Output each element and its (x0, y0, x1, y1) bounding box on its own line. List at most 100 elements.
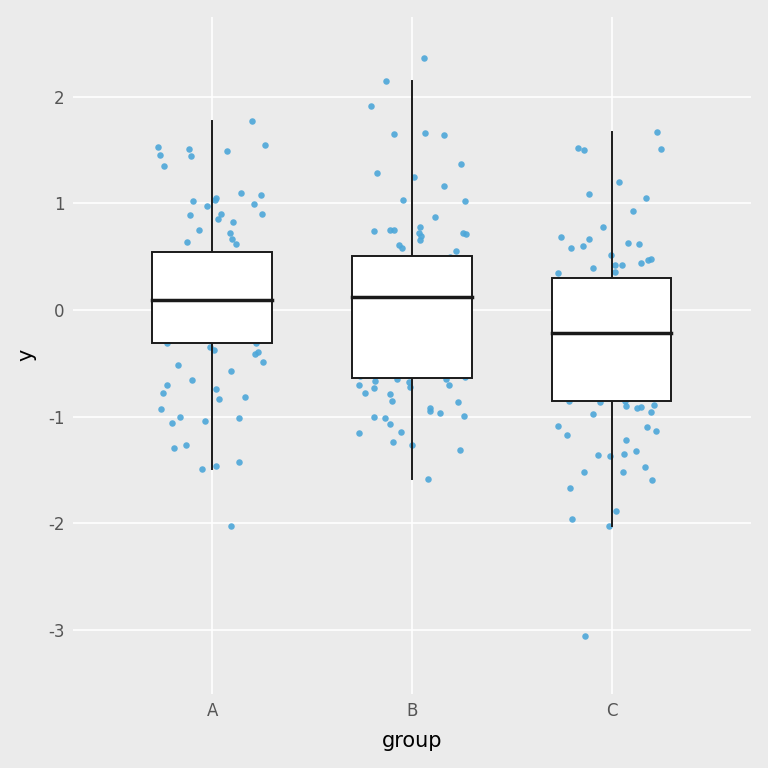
Point (460, 227, 472, 240)
Point (427, 301, 439, 313)
Point (210, 191, 222, 204)
Point (603, 519, 615, 531)
Point (616, 259, 628, 271)
X-axis label: group: group (382, 731, 442, 751)
Point (447, 344, 459, 356)
Point (260, 251, 273, 263)
Point (352, 256, 364, 268)
Point (261, 273, 273, 285)
Point (620, 400, 632, 412)
Point (355, 271, 367, 283)
Point (574, 294, 586, 306)
Point (643, 310, 655, 323)
Point (650, 425, 662, 437)
Point (648, 399, 660, 411)
Point (241, 332, 253, 344)
Point (394, 336, 406, 349)
Point (587, 262, 599, 274)
Point (588, 346, 600, 359)
Point (645, 392, 657, 405)
Point (195, 265, 207, 277)
Point (368, 382, 380, 394)
Point (233, 412, 245, 424)
Point (249, 303, 261, 316)
Point (642, 254, 654, 266)
Point (354, 369, 366, 382)
Point (221, 144, 233, 157)
Point (461, 255, 473, 267)
Point (388, 283, 400, 295)
Point (644, 290, 656, 303)
Point (609, 259, 621, 271)
Point (435, 278, 447, 290)
Point (174, 325, 186, 337)
Point (631, 379, 644, 391)
Point (454, 444, 466, 456)
Point (566, 332, 578, 344)
Point (155, 403, 167, 415)
Point (197, 286, 210, 298)
Point (228, 282, 240, 294)
Point (561, 429, 573, 441)
Point (250, 337, 263, 349)
Point (233, 456, 245, 468)
Point (423, 261, 435, 273)
Point (399, 293, 412, 305)
Point (353, 379, 366, 391)
Point (389, 223, 401, 236)
Point (612, 366, 624, 379)
Point (636, 341, 648, 353)
Point (594, 396, 606, 408)
Point (452, 316, 464, 328)
Point (209, 310, 221, 323)
Point (174, 411, 186, 423)
Point (408, 319, 420, 331)
Point (187, 283, 200, 296)
Point (424, 405, 436, 417)
Point (444, 267, 456, 280)
Point (405, 262, 417, 274)
Point (577, 240, 589, 253)
Point (356, 360, 368, 372)
Point (439, 372, 452, 385)
Point (654, 142, 667, 154)
Point (186, 374, 198, 386)
Point (638, 330, 650, 343)
Point (413, 221, 425, 233)
Point (166, 416, 178, 429)
Point (597, 364, 609, 376)
Point (634, 257, 647, 270)
Point (578, 144, 590, 156)
Point (426, 349, 439, 362)
Point (657, 318, 669, 330)
Point (219, 310, 231, 322)
Point (212, 213, 224, 225)
Point (174, 317, 186, 329)
Point (199, 415, 211, 428)
Point (213, 393, 225, 406)
Point (640, 192, 652, 204)
Point (442, 379, 455, 392)
Point (402, 376, 415, 389)
Point (246, 114, 258, 127)
Point (583, 299, 595, 311)
Point (645, 253, 657, 265)
Point (251, 250, 263, 262)
Point (614, 273, 627, 286)
Point (200, 200, 213, 212)
Point (152, 276, 164, 289)
Point (391, 373, 403, 386)
Point (424, 329, 436, 342)
Point (247, 198, 260, 210)
Point (429, 211, 441, 223)
Point (393, 239, 406, 251)
Point (354, 323, 366, 335)
Point (443, 251, 455, 263)
Point (224, 263, 237, 276)
Point (571, 285, 583, 297)
Point (382, 279, 395, 291)
Point (386, 395, 398, 407)
Point (565, 242, 578, 254)
Point (161, 379, 173, 391)
Point (398, 293, 410, 306)
